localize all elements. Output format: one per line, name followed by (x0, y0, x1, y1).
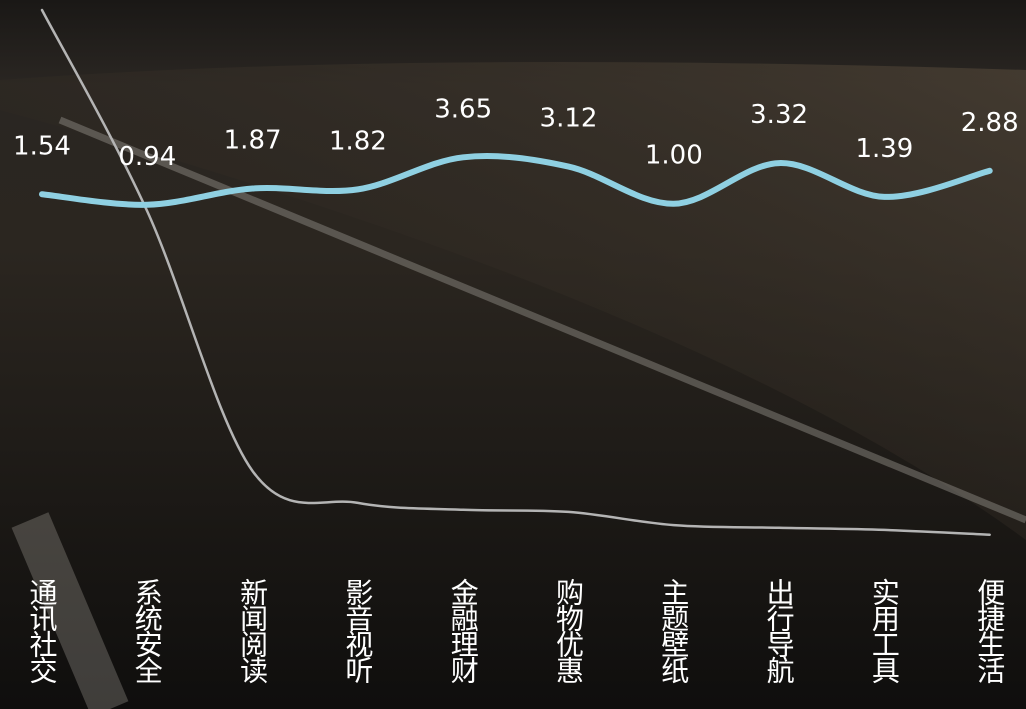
line-series (40, 8, 991, 536)
line-series (39, 153, 993, 208)
data-label: 3.32 (750, 100, 808, 130)
data-label: 2.88 (961, 108, 1019, 138)
x-tick-label: 通讯社交 (26, 578, 59, 684)
x-tick-label: 购物优惠 (552, 578, 585, 683)
data-label: 3.65 (434, 94, 492, 124)
x-tick-label: 出行导航 (763, 578, 796, 684)
x-tick-label: 便捷生活 (973, 578, 1006, 684)
data-label: 1.54 (13, 131, 71, 161)
data-label: 1.00 (645, 141, 703, 171)
data-label: 0.94 (118, 142, 176, 172)
x-tick-label: 影音视听 (341, 578, 374, 684)
x-tick-label: 实用工具 (868, 578, 901, 684)
x-tick-label: 系统安全 (131, 578, 164, 683)
x-tick-label: 主题壁纸 (657, 578, 690, 684)
data-label: 1.87 (224, 125, 282, 155)
data-label: 3.12 (540, 104, 598, 134)
x-tick-label: 新闻阅读 (236, 578, 269, 684)
data-label: 1.82 (329, 126, 387, 156)
data-label: 1.39 (855, 134, 913, 164)
x-tick-label: 金融理财 (447, 578, 480, 684)
